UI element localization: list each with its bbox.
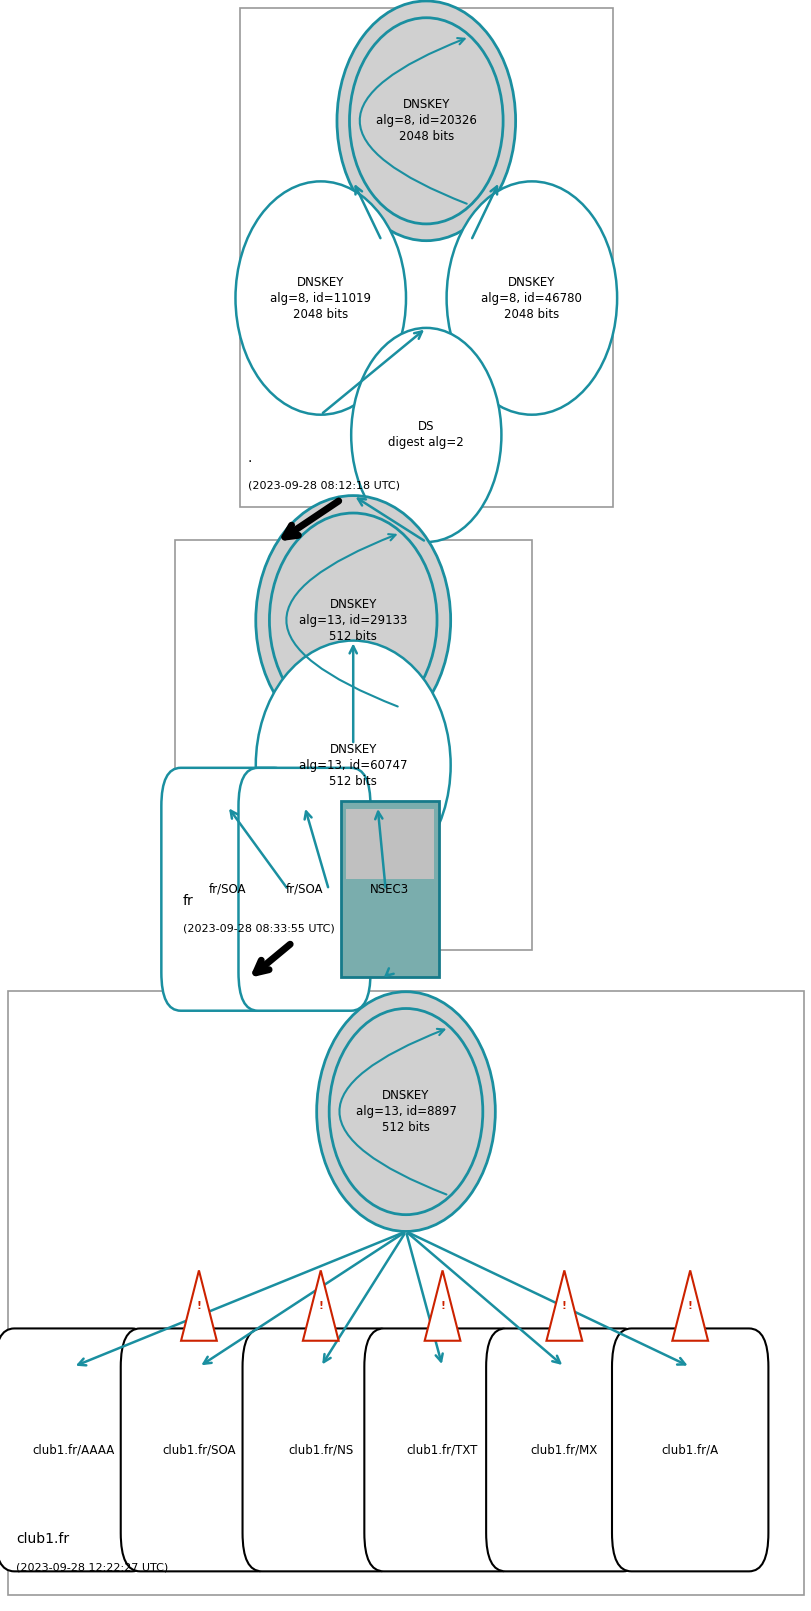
Text: !: ! [561,1300,566,1311]
Text: !: ! [440,1300,444,1311]
Text: DNSKEY
alg=13, id=29133
512 bits: DNSKEY alg=13, id=29133 512 bits [298,598,407,643]
FancyBboxPatch shape [121,1329,277,1571]
Text: club1.fr/A: club1.fr/A [661,1443,718,1456]
Text: DS
digest alg=2: DS digest alg=2 [388,420,464,449]
Text: fr: fr [182,894,193,909]
FancyBboxPatch shape [161,768,293,1010]
Polygon shape [181,1271,217,1340]
FancyBboxPatch shape [242,1329,398,1571]
Ellipse shape [328,1008,483,1215]
Polygon shape [424,1271,460,1340]
FancyBboxPatch shape [364,1329,520,1571]
Polygon shape [672,1271,707,1340]
Text: !: ! [318,1300,323,1311]
Text: fr/SOA: fr/SOA [285,883,323,896]
FancyBboxPatch shape [611,1329,767,1571]
FancyBboxPatch shape [238,768,370,1010]
Ellipse shape [350,329,501,541]
Text: DNSKEY
alg=13, id=8897
512 bits: DNSKEY alg=13, id=8897 512 bits [355,1089,456,1134]
Ellipse shape [255,496,450,744]
Text: DNSKEY
alg=8, id=20326
2048 bits: DNSKEY alg=8, id=20326 2048 bits [375,98,476,143]
Ellipse shape [255,641,450,889]
Text: club1.fr: club1.fr [16,1532,69,1547]
Text: !: ! [687,1300,692,1311]
Bar [239,8,612,507]
Text: fr/SOA: fr/SOA [208,883,246,896]
Ellipse shape [349,18,503,224]
Text: DNSKEY
alg=8, id=46780
2048 bits: DNSKEY alg=8, id=46780 2048 bits [481,275,581,321]
Text: DNSKEY
alg=13, id=60747
512 bits: DNSKEY alg=13, id=60747 512 bits [298,743,407,788]
Text: club1.fr/TXT: club1.fr/TXT [406,1443,478,1456]
Text: club1.fr/MX: club1.fr/MX [530,1443,597,1456]
Text: DNSKEY
alg=8, id=11019
2048 bits: DNSKEY alg=8, id=11019 2048 bits [270,275,371,321]
FancyBboxPatch shape [345,809,433,880]
Text: club1.fr/AAAA: club1.fr/AAAA [32,1443,114,1456]
Ellipse shape [316,992,495,1231]
Text: club1.fr/NS: club1.fr/NS [288,1443,353,1456]
Text: (2023-09-28 08:33:55 UTC): (2023-09-28 08:33:55 UTC) [182,923,334,933]
Text: .: . [247,451,251,466]
Polygon shape [303,1271,338,1340]
Polygon shape [546,1271,581,1340]
Ellipse shape [337,2,515,240]
FancyBboxPatch shape [486,1329,642,1571]
Text: club1.fr/SOA: club1.fr/SOA [162,1443,235,1456]
FancyBboxPatch shape [341,801,438,978]
FancyBboxPatch shape [0,1329,151,1571]
Ellipse shape [446,182,616,414]
Bar [8,991,803,1595]
Ellipse shape [235,182,406,414]
Text: (2023-09-28 08:12:18 UTC): (2023-09-28 08:12:18 UTC) [247,480,399,490]
Text: NSEC3: NSEC3 [370,883,409,896]
Text: !: ! [196,1300,201,1311]
Ellipse shape [269,512,436,728]
Bar [174,540,531,950]
Text: (2023-09-28 12:22:27 UTC): (2023-09-28 12:22:27 UTC) [16,1563,169,1572]
